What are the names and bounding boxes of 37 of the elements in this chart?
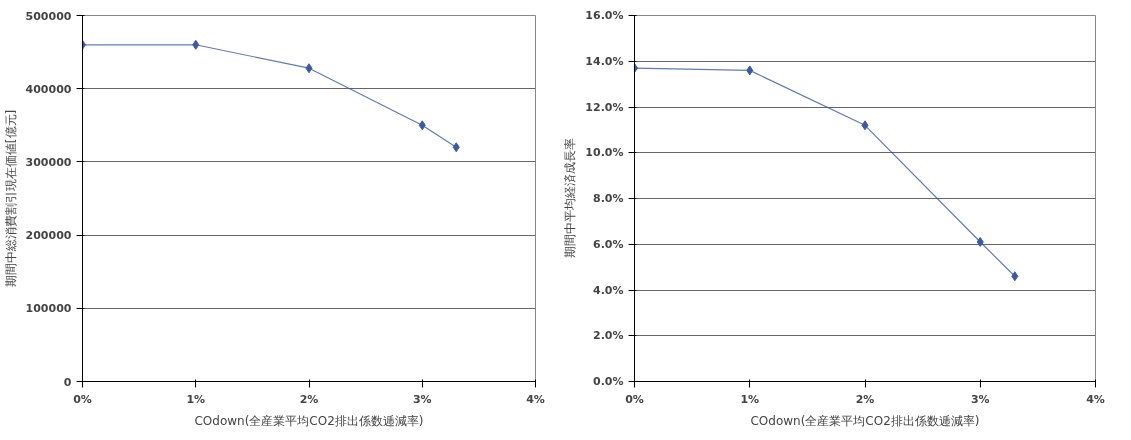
y-tick-label: 8.0% (592, 192, 624, 205)
x-tick-label: 3% (412, 392, 432, 406)
y-tick-label: 300000 (25, 155, 72, 169)
point (192, 39, 200, 50)
x-tick-label: 4% (526, 392, 545, 406)
y-tick-label: 200000 (25, 229, 72, 243)
y-tick-label: 400000 (25, 82, 72, 96)
x-axis-title: COdown(全産業平均CO2排出係数逓減率) (750, 413, 980, 428)
x-tick-label: 1% (740, 392, 760, 406)
y-tick-label: 100000 (25, 302, 72, 316)
y-tick-label: 12.0% (585, 100, 624, 114)
point (976, 236, 984, 247)
y-tick-label: 14.0% (585, 54, 624, 68)
y-tick-label: 0 (63, 375, 72, 389)
point (452, 142, 460, 153)
y-tick-label: 6.0% (592, 237, 624, 251)
x-tick-label: 4% (1086, 392, 1105, 406)
y-tick-label: 2.0% (592, 329, 624, 343)
y-tick-label: 4.0% (592, 283, 624, 297)
point (418, 120, 426, 131)
point (861, 120, 869, 131)
x-tick-label: 0% (625, 392, 644, 406)
x-tick-label: 1% (186, 392, 206, 406)
x-axis-title: COdown(全産業平均CO2排出係数逓減率) (194, 413, 424, 428)
point (1011, 271, 1019, 282)
x-tick-label: 3% (970, 392, 990, 406)
y-axis-title: 期間中平均経済成長率 (563, 138, 578, 259)
point (305, 63, 313, 74)
y-tick-label: 500000 (25, 9, 72, 23)
y-tick-label: 10.0% (585, 146, 624, 160)
x-tick-label: 2% (855, 392, 875, 406)
x-tick-label: 2% (299, 392, 319, 406)
point (746, 65, 754, 76)
y-tick-label: 16.0% (585, 9, 624, 22)
y-axis-title: 期間中総消費割引現在価値[億元] (3, 109, 18, 288)
y-tick-label: 0.0% (592, 375, 624, 388)
x-tick-label: 0% (73, 392, 92, 406)
